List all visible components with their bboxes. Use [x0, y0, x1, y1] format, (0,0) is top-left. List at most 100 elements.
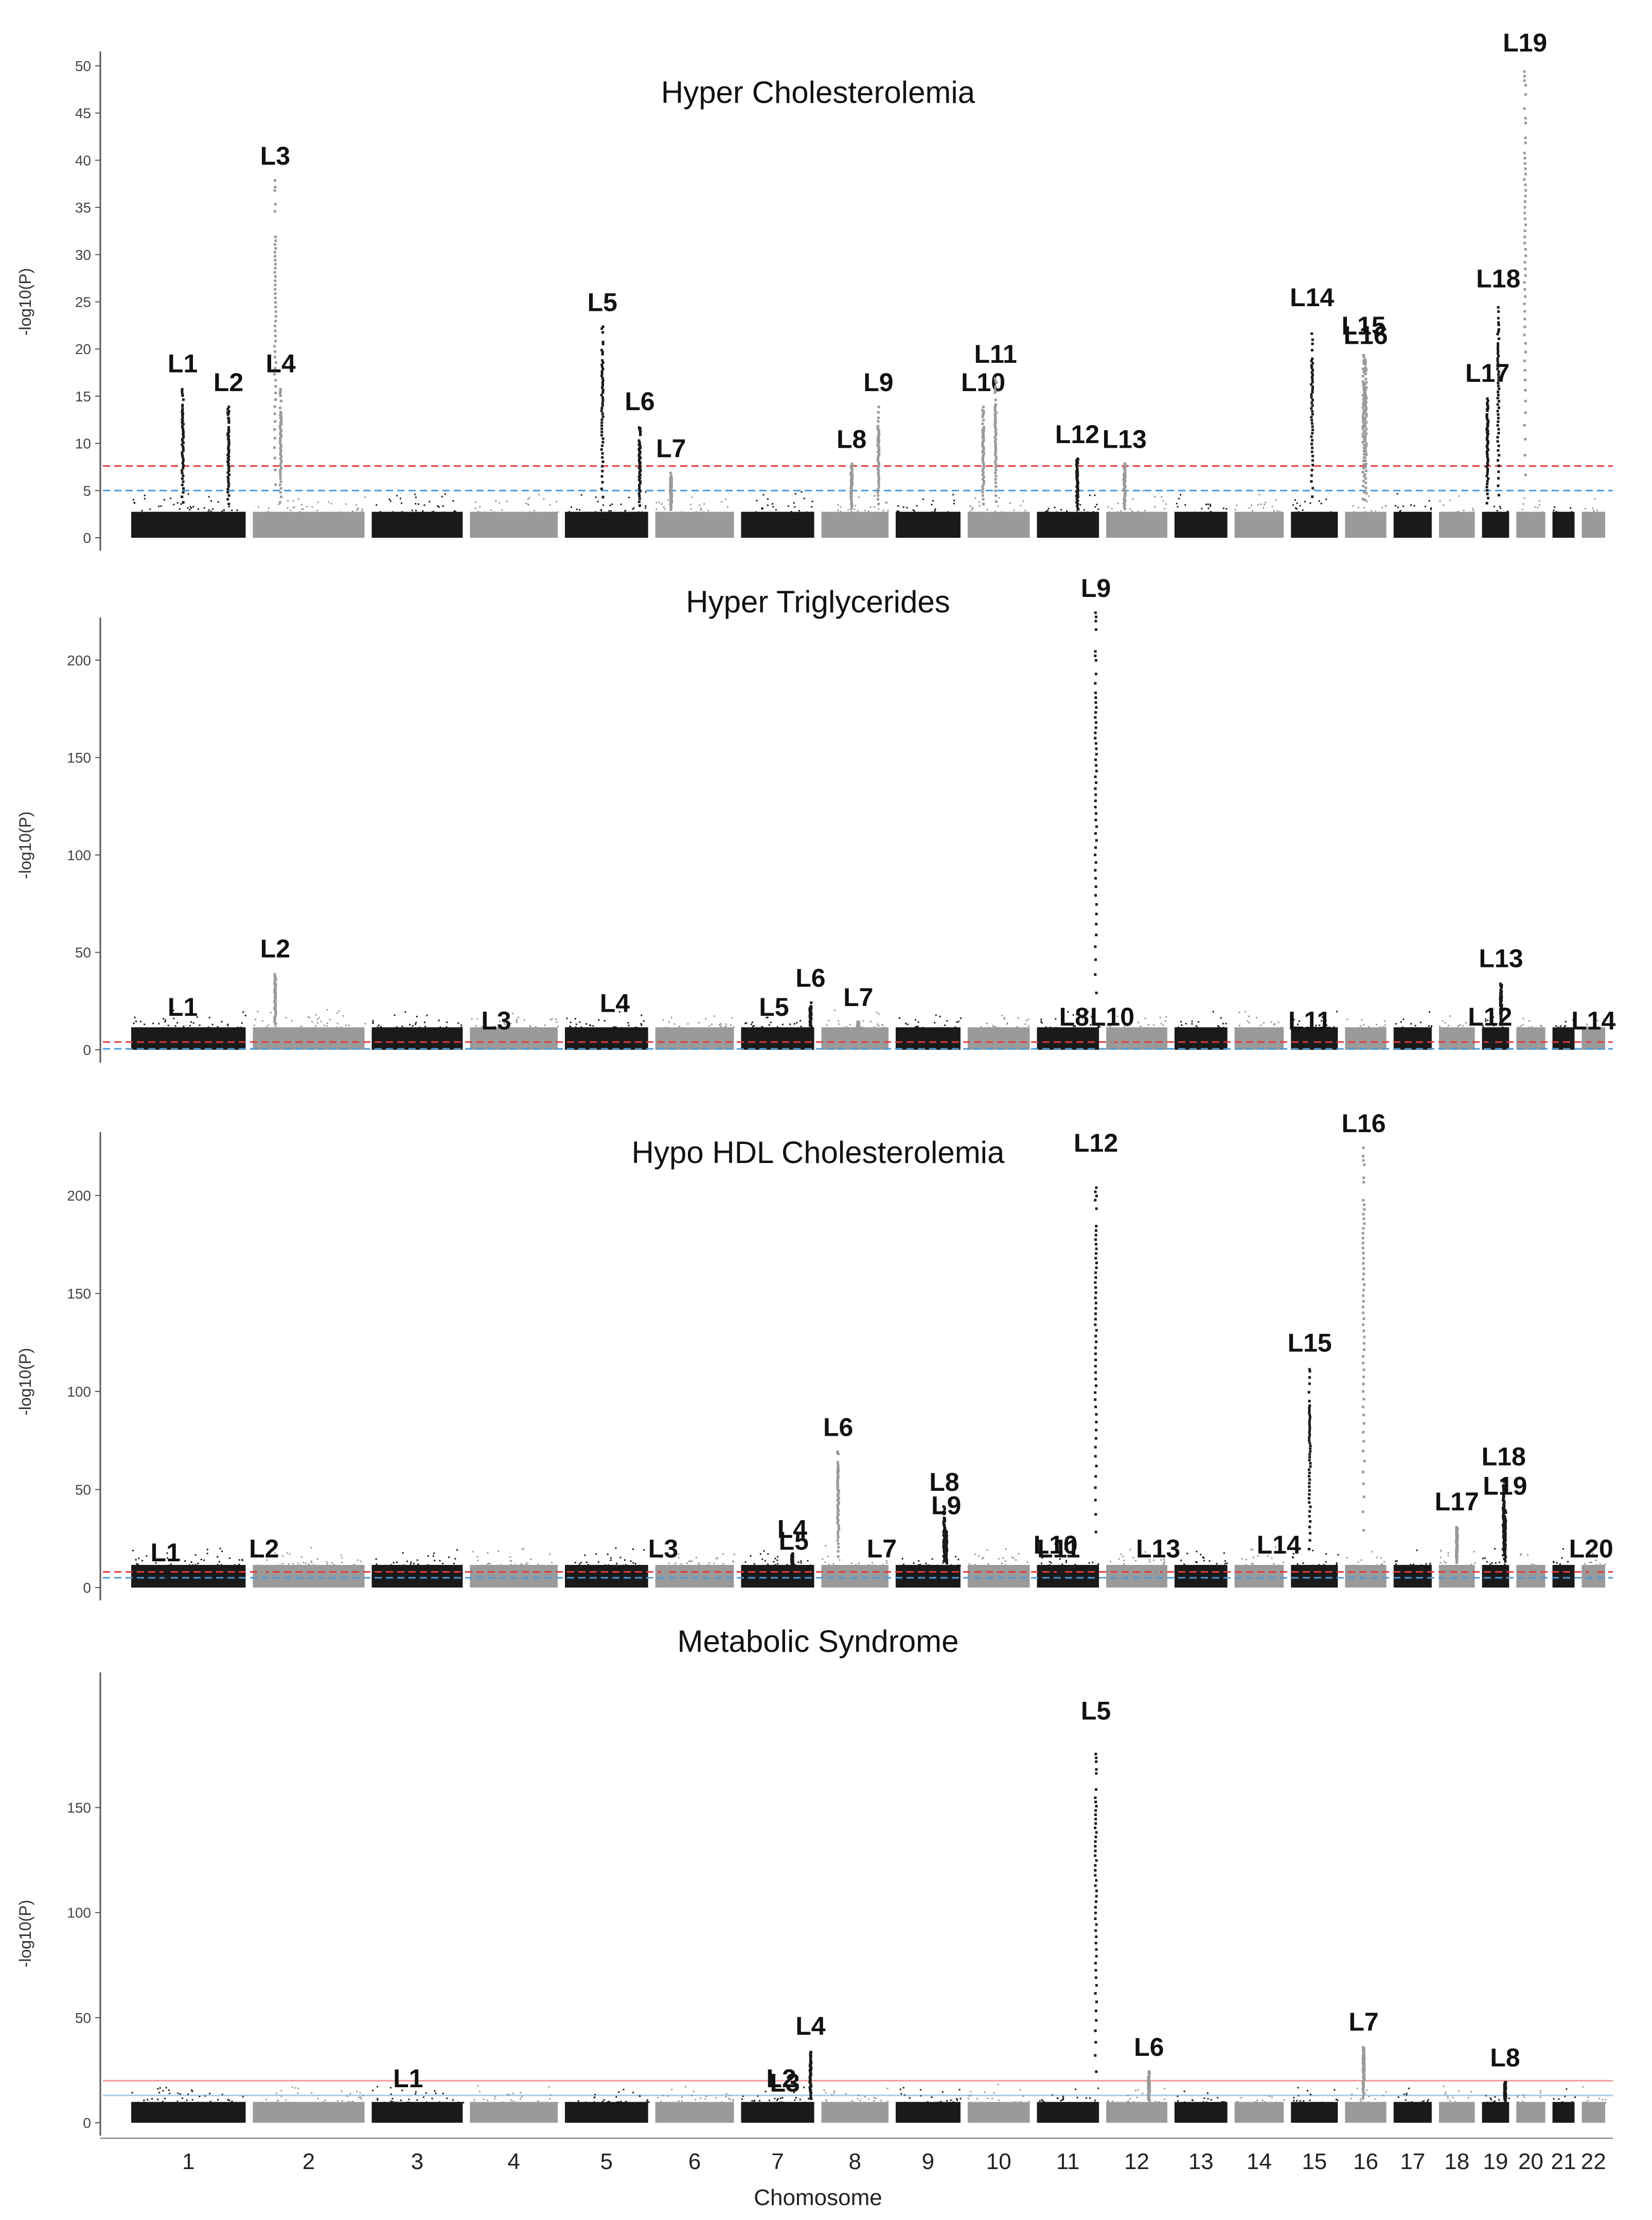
- snp-point: [1553, 2098, 1555, 2100]
- peak-point: [182, 428, 185, 431]
- peak-point: [1486, 468, 1489, 471]
- peak-point: [182, 480, 185, 483]
- snp-point: [1528, 1020, 1530, 1022]
- snp-point: [1383, 2102, 1385, 2104]
- snp-point: [364, 496, 366, 498]
- snp-point: [1237, 2101, 1239, 2103]
- snp-point: [299, 511, 301, 513]
- snp-point: [557, 511, 559, 513]
- locus-label-L7: L7: [656, 434, 686, 463]
- peak-point: [1094, 1271, 1097, 1274]
- peak-point: [1311, 413, 1314, 416]
- peak-point: [1362, 2094, 1365, 2098]
- snp-point: [1360, 1559, 1362, 1561]
- snp-point: [1012, 2102, 1015, 2104]
- snp-point: [1197, 2102, 1199, 2104]
- snp-point: [506, 500, 508, 502]
- peak-point: [1364, 409, 1367, 412]
- peak-point: [1362, 384, 1365, 387]
- snp-point: [1028, 2101, 1031, 2103]
- snp-point: [732, 2100, 734, 2102]
- locus-label-L17: L17: [1435, 1487, 1479, 1516]
- peak-point: [836, 1488, 839, 1491]
- snp-point: [1271, 505, 1273, 507]
- snp-point: [1539, 2092, 1541, 2094]
- snp-point: [695, 2099, 697, 2101]
- snp-point: [454, 510, 456, 513]
- snp-point: [1252, 1548, 1254, 1551]
- peak-point: [274, 391, 277, 394]
- peak-point: [994, 421, 997, 424]
- peak-point: [1364, 382, 1367, 385]
- peak-point: [1308, 1426, 1311, 1429]
- peak-point: [942, 1555, 945, 1558]
- snp-point: [1311, 1564, 1313, 1566]
- snp-point: [707, 1564, 709, 1566]
- peak-point: [1362, 1398, 1365, 1401]
- snp-point: [168, 1564, 170, 1566]
- snp-point: [406, 1560, 408, 1562]
- snp-point: [424, 1026, 427, 1028]
- snp-point: [1309, 2099, 1311, 2101]
- snp-point: [779, 2098, 781, 2100]
- snp-point: [291, 2086, 293, 2088]
- peak-point: [1308, 1376, 1311, 1379]
- peak-point: [1094, 1942, 1097, 1945]
- snp-point: [794, 2099, 796, 2101]
- snp-point: [389, 2087, 392, 2089]
- snp-point: [1136, 2096, 1138, 2099]
- peak-point: [1094, 846, 1097, 849]
- snp-point: [1489, 2097, 1491, 2099]
- y-tick-label: 0: [83, 2115, 91, 2131]
- y-tick-label: 0: [83, 530, 91, 546]
- peak-point: [1364, 437, 1367, 440]
- snp-point: [438, 2101, 440, 2103]
- snp-point: [632, 1562, 634, 1564]
- snp-point: [1218, 1026, 1220, 1028]
- snp-point: [1325, 1553, 1327, 1555]
- snp-point: [773, 1561, 775, 1563]
- snp-point: [285, 1017, 287, 1019]
- snp-point: [274, 1552, 276, 1554]
- peak-point: [876, 444, 879, 447]
- peak-point: [279, 416, 282, 419]
- peak-point: [1095, 1756, 1098, 1759]
- peak-point: [1363, 475, 1366, 478]
- snp-point: [770, 1021, 772, 1024]
- peak-point: [837, 1546, 840, 1549]
- peak-point: [274, 284, 277, 287]
- peak-point: [1363, 423, 1366, 426]
- peak-point: [601, 412, 604, 415]
- snp-point: [516, 1020, 518, 1022]
- snp-point: [151, 2098, 153, 2100]
- snp-point: [620, 503, 622, 505]
- snp-point: [289, 1553, 291, 1555]
- snp-point: [340, 1027, 342, 1029]
- peak-point: [1310, 512, 1313, 515]
- snp-point: [732, 2099, 734, 2101]
- peak-point: [601, 343, 605, 346]
- snp-point: [1001, 1562, 1003, 1564]
- peak-point: [880, 1572, 883, 1575]
- peak-point: [994, 434, 998, 437]
- peak-point: [1076, 503, 1079, 506]
- peak-point: [1094, 793, 1097, 796]
- snp-point: [1333, 1026, 1335, 1028]
- locus-label-L17: L17: [1465, 359, 1509, 387]
- peak-point: [1504, 1518, 1507, 1521]
- peak-point: [1364, 369, 1367, 372]
- peak-point: [273, 345, 276, 348]
- peak-point: [1362, 1278, 1365, 1281]
- snp-point: [1164, 1020, 1166, 1022]
- peak-point: [810, 1001, 813, 1004]
- snp-point: [487, 2102, 489, 2104]
- snp-point: [771, 503, 773, 505]
- snp-point: [1585, 508, 1587, 510]
- snp-point: [1562, 1548, 1564, 1550]
- snp-point: [1395, 1563, 1397, 1565]
- peak-point: [877, 465, 880, 468]
- snp-point: [1401, 1026, 1404, 1028]
- peak-point: [809, 2091, 812, 2094]
- peak-point: [1094, 1475, 1097, 1478]
